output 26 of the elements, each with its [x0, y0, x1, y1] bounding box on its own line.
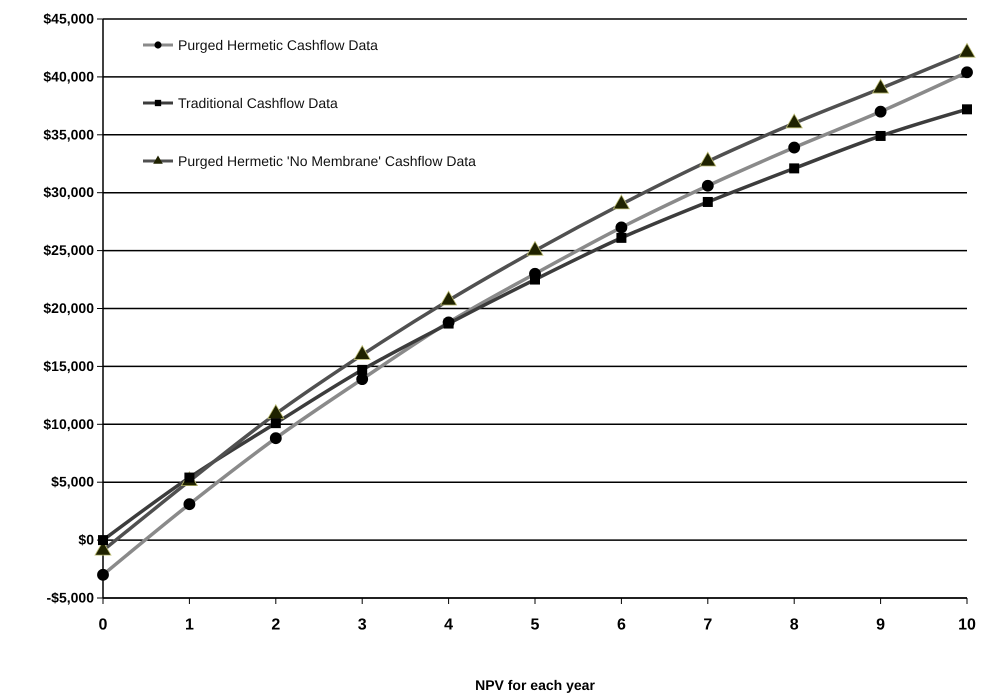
legend-label: Purged Hermetic Cashflow Data — [178, 37, 378, 53]
x-tick-label: 9 — [876, 616, 886, 634]
y-tick-label: $30,000 — [43, 184, 94, 200]
y-tick-label: $35,000 — [43, 126, 94, 142]
x-axis-title: NPV for each year — [475, 677, 596, 693]
y-tick-label: $25,000 — [43, 242, 94, 258]
x-tick-label: 3 — [358, 616, 367, 634]
x-tick-label: 0 — [98, 616, 108, 634]
legend-label: Purged Hermetic 'No Membrane' Cashflow Data — [178, 153, 476, 169]
x-tick-label: 5 — [530, 616, 540, 634]
y-tick-label: $40,000 — [43, 68, 94, 84]
y-tick-label: $45,000 — [43, 10, 94, 26]
y-tick-label: $5,000 — [51, 474, 94, 490]
x-tick-label: 7 — [703, 616, 712, 634]
x-tick-label: 4 — [444, 616, 454, 634]
x-tick-label: 6 — [616, 616, 626, 634]
y-tick-label: $15,000 — [43, 358, 94, 374]
y-tick-label: -$5,000 — [46, 589, 94, 606]
y-tick-label: $0 — [78, 532, 94, 548]
x-tick-label: 2 — [271, 616, 280, 634]
x-tick-label: 10 — [958, 616, 976, 634]
x-tick-label: 8 — [790, 616, 799, 634]
x-tick-label: 1 — [184, 616, 194, 634]
legend-label: Traditional Cashflow Data — [178, 95, 338, 111]
y-tick-label: $20,000 — [43, 300, 94, 316]
y-tick-label: $10,000 — [43, 416, 94, 432]
